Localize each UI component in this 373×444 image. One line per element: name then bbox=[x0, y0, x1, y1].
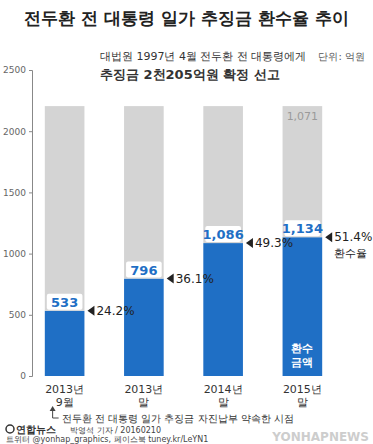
rate-pointer bbox=[167, 274, 174, 284]
bar bbox=[45, 311, 85, 376]
rate-title: 환수율 bbox=[334, 247, 367, 260]
y-tick: 500 bbox=[9, 310, 32, 320]
data-label: 533 bbox=[51, 295, 78, 310]
data-label: 1,071 bbox=[287, 110, 319, 123]
rate-label: 49.3% bbox=[255, 236, 293, 250]
data-label: 796 bbox=[130, 263, 157, 278]
rate-pointer bbox=[246, 238, 253, 248]
y-tick-mark bbox=[29, 376, 32, 377]
y-tick-mark bbox=[29, 192, 32, 193]
y-tick-label: 0 bbox=[20, 371, 26, 381]
y-tick: 1500 bbox=[3, 188, 32, 198]
label-box bbox=[47, 294, 83, 310]
rate-pointer bbox=[325, 232, 332, 242]
y-tick-mark bbox=[29, 254, 32, 255]
bar bbox=[203, 106, 243, 243]
y-tick-mark bbox=[29, 131, 32, 132]
rates: 24.2% 36.1% 49.3% 51.4% 환수율 bbox=[87, 230, 372, 318]
rate-pointer bbox=[87, 306, 94, 316]
annotation: 전두환 전 대통령 일가 추징금 자진납부 약속한 시점 bbox=[62, 413, 294, 424]
y-tick-mark bbox=[29, 70, 32, 71]
y-tick-label: 1500 bbox=[3, 188, 26, 198]
y-tick-mark bbox=[29, 315, 32, 316]
bar bbox=[283, 106, 323, 237]
unit-label: 단위: 억원 bbox=[318, 51, 365, 62]
bar bbox=[203, 243, 243, 376]
title: 전두환 전 대통령 일가 추징금 환수율 추이 bbox=[24, 8, 349, 28]
x-tick: 2013년말 bbox=[124, 382, 163, 409]
x-tick: 2014년말 bbox=[204, 382, 243, 409]
y-tick: 2000 bbox=[3, 127, 32, 137]
x-tick-label: 2014년말 bbox=[204, 383, 243, 409]
subtitle: 대법원 1997년 4월 전두환 전 대통령에게 bbox=[100, 50, 306, 63]
y-tick-label: 500 bbox=[9, 310, 26, 320]
source: 연합뉴스 bbox=[16, 424, 56, 435]
y-tick: 2500 bbox=[3, 65, 32, 75]
x-tick: 2013년9월 bbox=[45, 382, 84, 409]
bar bbox=[124, 106, 164, 278]
bar bbox=[283, 237, 323, 376]
label-box bbox=[126, 262, 162, 278]
x-tick-label: 2015년말 bbox=[283, 383, 322, 409]
chart-root: 전두환 전 대통령 일가 추징금 환수율 추이대법원 1997년 4월 전두환 … bbox=[0, 0, 373, 444]
credit: 트위터 @yonhap_graphics, 페이스북 tuney.kr/LeYN… bbox=[6, 435, 208, 444]
x-tick-label: 2013년말 bbox=[124, 383, 163, 409]
y-tick-label: 2500 bbox=[3, 65, 26, 75]
data-labels: 533 796 1,086 1,134 1,071 bbox=[47, 110, 323, 310]
series-name: 환수금액 bbox=[291, 342, 313, 369]
rate-label: 24.2% bbox=[96, 304, 134, 318]
y-axis-line bbox=[29, 71, 33, 377]
data-label: 1,134 bbox=[282, 221, 323, 236]
y-tick: 0 bbox=[20, 371, 32, 381]
y-tick-label: 1000 bbox=[3, 249, 26, 259]
bars bbox=[45, 106, 322, 376]
logo-mark bbox=[6, 425, 14, 433]
bar bbox=[45, 106, 85, 311]
bar bbox=[124, 279, 164, 376]
y-tick-label: 2000 bbox=[3, 127, 26, 137]
subtitle: 추징금 2천205억원 확정 선고 bbox=[100, 67, 280, 82]
x-tick: 2015년말 bbox=[283, 382, 322, 409]
y-tick: 1000 bbox=[3, 249, 32, 259]
rate-label: 51.4% bbox=[334, 230, 372, 244]
watermark: YONHAPNEWS bbox=[271, 430, 369, 444]
credit: 박영석 기자 / 20160210 bbox=[70, 426, 161, 435]
x-axis: 2013년9월 2013년말 2014년말 2015년말 bbox=[45, 382, 322, 409]
rate-label: 36.1% bbox=[176, 272, 214, 286]
y-axis: 0 500 1000 1500 2000 2500 bbox=[3, 65, 32, 381]
annotation-arrow bbox=[50, 406, 56, 411]
x-tick-label: 2013년9월 bbox=[45, 383, 84, 409]
data-label: 1,086 bbox=[203, 227, 244, 242]
